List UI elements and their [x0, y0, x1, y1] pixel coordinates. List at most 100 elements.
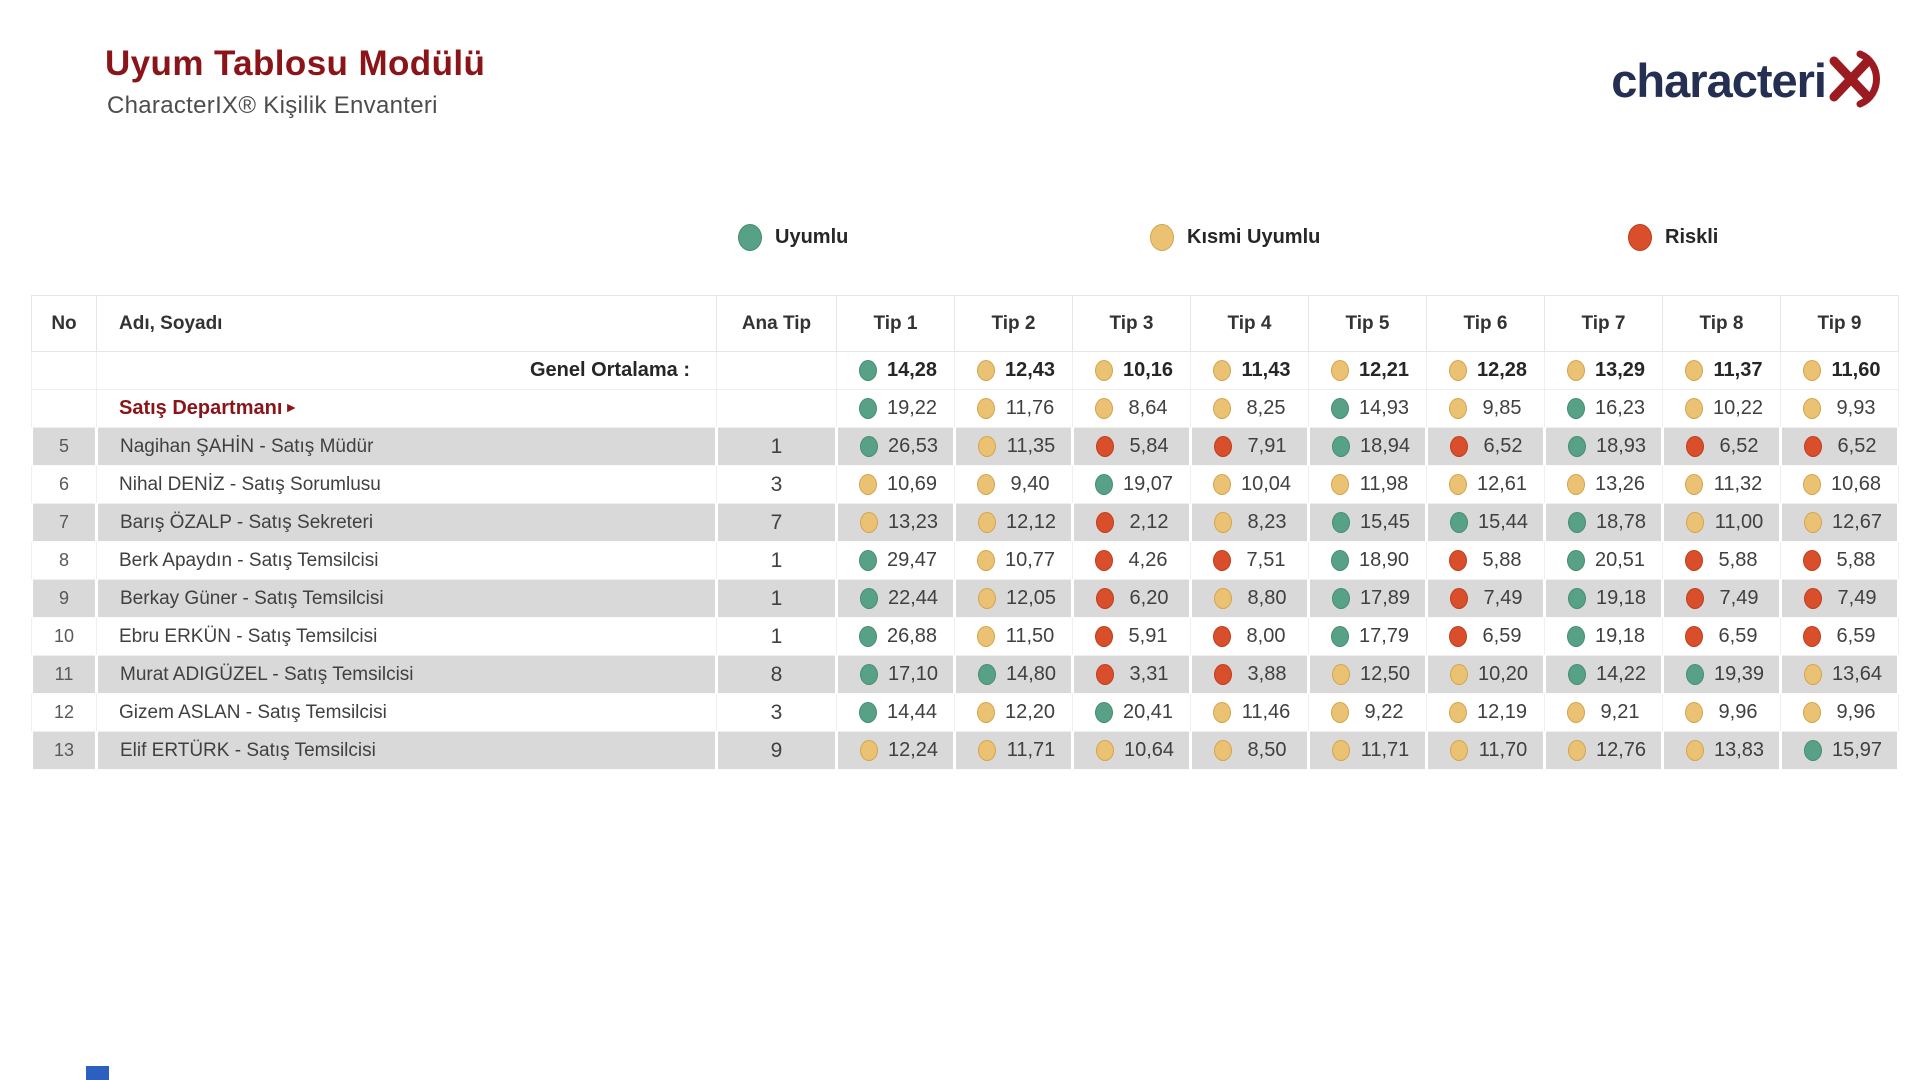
person-name-cell: Berk Apaydın - Satış Temsilcisi — [96, 541, 717, 580]
row-number-cell: 6 — [31, 465, 97, 504]
tip-8-cell: 11,32 — [1662, 465, 1781, 504]
score-text: 10,68 — [1830, 473, 1882, 495]
status-dot-kismi-icon — [1803, 702, 1821, 723]
score-value: 11,60 — [1781, 359, 1898, 382]
status-dot-kismi-icon — [860, 512, 878, 533]
status-dot-kismi-icon — [1685, 702, 1703, 723]
ana-tip-cell — [716, 389, 837, 428]
score-value: 12,24 — [838, 739, 953, 762]
row-number-cell: 10 — [31, 617, 97, 656]
status-dot-kismi-icon — [1803, 474, 1821, 495]
score-text: 7,51 — [1246, 549, 1286, 571]
score-text: 12,20 — [1004, 701, 1056, 723]
score-value: 8,23 — [1192, 511, 1307, 534]
status-dot-kismi-icon — [1214, 740, 1232, 761]
ana-tip-cell: 1 — [715, 579, 838, 618]
tip-6-cell: 12,61 — [1426, 465, 1545, 504]
score-text: 8,23 — [1247, 511, 1287, 533]
tip-3-cell: 20,41 — [1072, 693, 1191, 732]
score-value: 10,69 — [837, 473, 954, 496]
person-row: 5 Nagihan ŞAHİN - Satış Müdür 1 26,53 11,35 5… — [30, 427, 1900, 466]
score-text: 12,19 — [1476, 701, 1528, 723]
column-header-tip-1: Tip 1 — [836, 295, 955, 352]
tip-4-cell: 8,50 — [1189, 731, 1310, 770]
score-value: 11,70 — [1428, 739, 1543, 762]
tip-1-cell: 17,10 — [835, 655, 956, 694]
tip-5-cell: 11,98 — [1308, 465, 1427, 504]
status-dot-kismi-icon — [1804, 512, 1822, 533]
status-dot-riskli-icon — [1685, 626, 1703, 647]
tip-1-cell: 14,28 — [836, 351, 955, 390]
score-value: 26,88 — [837, 625, 954, 648]
score-text: 8,64 — [1128, 397, 1168, 419]
tip-4-cell: 11,46 — [1190, 693, 1309, 732]
score-text: 5,88 — [1482, 549, 1522, 571]
score-value: 14,80 — [956, 663, 1071, 686]
score-text: 15,44 — [1477, 511, 1529, 533]
status-dot-uyumlu-icon — [860, 588, 878, 609]
no-cell — [31, 389, 97, 428]
score-text: 11,60 — [1831, 359, 1881, 381]
score-text: 12,50 — [1359, 663, 1411, 685]
row-number-cell: 5 — [30, 427, 98, 466]
status-dot-kismi-icon — [977, 626, 995, 647]
score-value: 13,26 — [1545, 473, 1662, 496]
department-label[interactable]: Satış Departmanı ► — [96, 389, 717, 428]
score-value: 9,40 — [955, 473, 1072, 496]
person-name-cell: Berkay Güner - Satış Temsilcisi — [95, 579, 718, 618]
score-text: 13,83 — [1713, 739, 1765, 761]
status-dot-kismi-icon — [978, 436, 996, 457]
status-dot-uyumlu-icon — [1331, 626, 1349, 647]
ana-tip-cell: 1 — [715, 427, 838, 466]
tip-3-cell: 19,07 — [1072, 465, 1191, 504]
status-dot-kismi-icon — [1214, 512, 1232, 533]
person-name-cell: Gizem ASLAN - Satış Temsilcisi — [96, 693, 717, 732]
score-value: 6,52 — [1428, 435, 1543, 458]
score-text: 6,52 — [1483, 435, 1523, 457]
score-value: 13,29 — [1545, 359, 1662, 382]
score-text: 16,23 — [1594, 397, 1646, 419]
score-text: 6,59 — [1482, 625, 1522, 647]
score-value: 8,50 — [1192, 739, 1307, 762]
score-value: 12,05 — [956, 587, 1071, 610]
score-text: 7,91 — [1247, 435, 1287, 457]
score-text: 12,61 — [1476, 473, 1528, 495]
score-value: 6,52 — [1664, 435, 1779, 458]
tip-6-cell: 5,88 — [1426, 541, 1545, 580]
kismi-uyumlu-dot-icon — [1150, 224, 1174, 251]
score-text: 3,88 — [1247, 663, 1287, 685]
page-subtitle: CharacterIX® Kişilik Envanteri — [107, 92, 438, 119]
score-text: 10,20 — [1477, 663, 1529, 685]
score-text: 11,32 — [1713, 473, 1763, 495]
tip-6-cell: 12,19 — [1426, 693, 1545, 732]
score-text: 18,94 — [1359, 435, 1411, 457]
tip-2-cell: 10,77 — [954, 541, 1073, 580]
score-value: 29,47 — [837, 549, 954, 572]
status-dot-riskli-icon — [1685, 550, 1703, 571]
status-dot-kismi-icon — [1568, 740, 1586, 761]
tip-2-cell: 12,12 — [953, 503, 1074, 542]
ana-tip-cell: 9 — [715, 731, 838, 770]
tip-8-cell: 13,83 — [1661, 731, 1782, 770]
score-text: 7,49 — [1483, 587, 1523, 609]
score-text: 11,50 — [1005, 625, 1055, 647]
score-value: 19,22 — [837, 397, 954, 420]
tip-9-cell: 6,59 — [1780, 617, 1899, 656]
score-text: 12,76 — [1595, 739, 1647, 761]
score-value: 19,18 — [1546, 587, 1661, 610]
score-value: 7,91 — [1192, 435, 1307, 458]
status-dot-kismi-icon — [1686, 512, 1704, 533]
score-text: 19,07 — [1122, 473, 1174, 495]
score-text: 10,22 — [1712, 397, 1764, 419]
score-value: 11,76 — [955, 397, 1072, 420]
score-value: 6,59 — [1427, 625, 1544, 648]
score-text: 14,28 — [886, 359, 938, 381]
score-value: 14,22 — [1546, 663, 1661, 686]
tip-3-cell: 3,31 — [1071, 655, 1192, 694]
score-text: 14,22 — [1595, 663, 1647, 685]
status-dot-kismi-icon — [1331, 474, 1349, 495]
person-name-cell: Nihal DENİZ - Satış Sorumlusu — [96, 465, 717, 504]
status-dot-kismi-icon — [860, 740, 878, 761]
status-dot-uyumlu-icon — [1567, 550, 1585, 571]
status-dot-uyumlu-icon — [1804, 740, 1822, 761]
